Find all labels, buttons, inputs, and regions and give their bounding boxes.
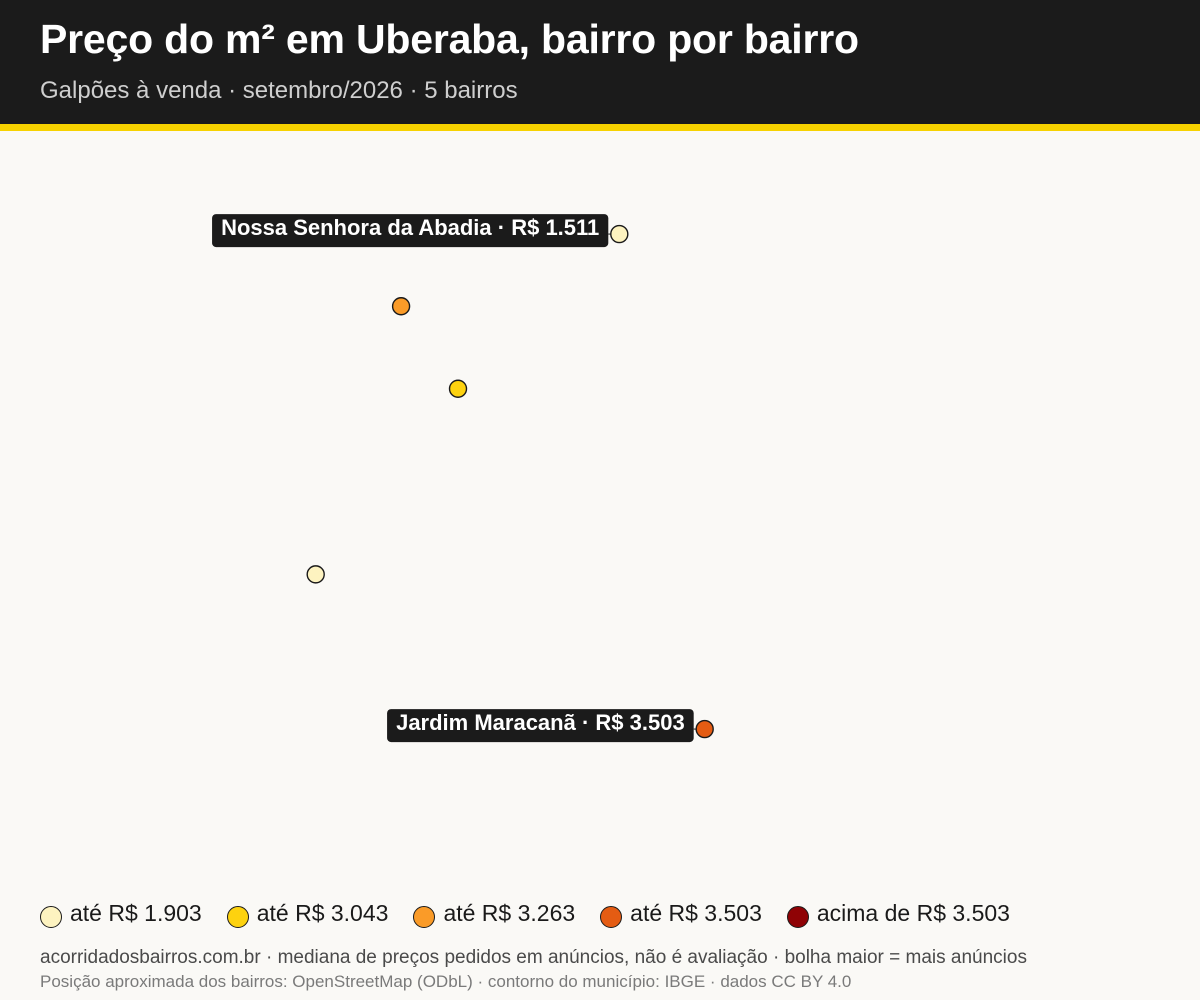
neighborhood-label: Jardim Maracanã · R$ 3.503: [396, 710, 685, 735]
neighborhood-marker[interactable]: [306, 565, 325, 584]
footer-credits: Posição aproximada dos bairros: OpenStre…: [40, 972, 852, 991]
neighborhood-bubble[interactable]: [391, 297, 411, 316]
neighborhood-label-box: [387, 709, 694, 743]
legend-item: até R$ 3.043: [226, 899, 389, 928]
legend-item: até R$ 3.503: [600, 899, 762, 928]
neighborhood-bubble[interactable]: [306, 565, 325, 584]
page-subtitle: Galpões à venda · setembro/2026 · 5 bair…: [40, 77, 518, 104]
legend-swatch: [226, 906, 249, 928]
legend-label: até R$ 1.903: [70, 899, 202, 926]
header-bar: Preço do m² em Uberaba, bairro por bairr…: [0, 0, 1200, 124]
legend: até R$ 1.903 até R$ 3.043 até R$ 3.263 até …: [40, 896, 1035, 930]
legend-item: até R$ 3.263: [413, 899, 576, 928]
neighborhood-marker[interactable]: Jardim Maracanã · R$ 3.503: [387, 709, 714, 743]
page-title: Preço do m² em Uberaba, bairro por bairr…: [40, 16, 859, 62]
neighborhood-marker[interactable]: Nossa Senhora da Abadia · R$ 1.511: [212, 214, 629, 248]
neighborhood-bubble[interactable]: [448, 379, 468, 398]
legend-item: acima de R$ 3.503: [786, 899, 1010, 928]
footer-source: acorridadosbairros.com.br · mediana de p…: [40, 947, 1027, 968]
map-area: Nossa Senhora da Abadia · R$ 1.511 Jardim…: [212, 214, 714, 743]
neighborhood-marker[interactable]: [391, 297, 411, 316]
legend-label: até R$ 3.503: [630, 899, 762, 926]
legend-label: até R$ 3.043: [256, 899, 389, 926]
legend-label: até R$ 3.263: [443, 899, 576, 926]
accent-bar: [0, 124, 1200, 131]
legend-swatch: [40, 906, 62, 928]
neighborhood-bubble[interactable]: [610, 224, 629, 244]
neighborhood-label: Nossa Senhora da Abadia · R$ 1.511: [221, 215, 599, 240]
legend-item: até R$ 1.903: [40, 899, 202, 928]
neighborhood-marker[interactable]: [448, 379, 468, 398]
neighborhood-label-box: [212, 214, 609, 248]
legend-label: acima de R$ 3.503: [816, 899, 1010, 926]
legend-swatch: [786, 906, 809, 928]
neighborhood-bubble[interactable]: [695, 719, 714, 739]
legend-swatch: [600, 906, 623, 928]
legend-swatch: [413, 906, 436, 928]
